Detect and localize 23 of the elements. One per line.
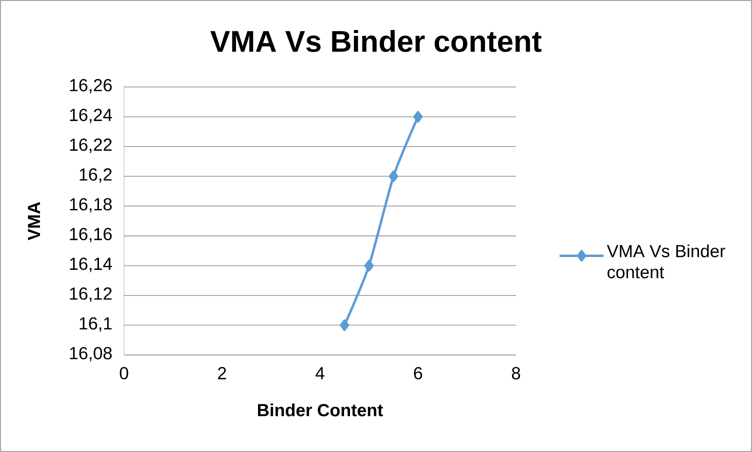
point: [364, 260, 374, 272]
legend-label: VMA Vs Binder content: [606, 244, 726, 278]
x-tick-label: 0: [120, 366, 128, 380]
x-tick-label: 8: [512, 366, 520, 380]
x-tick-label: 6: [414, 366, 422, 380]
y-tick-label: 16,1: [80, 317, 112, 332]
x-axis-title: Binder Content: [258, 403, 383, 416]
x-tick-label: 4: [316, 367, 324, 380]
x-tick-label: 2: [218, 366, 226, 380]
y-tick-label: 16,22: [70, 138, 112, 153]
y-tick-label: 16,2: [80, 168, 112, 183]
y-tick-label: 16,18: [70, 198, 112, 213]
point: [340, 319, 350, 332]
y-tick-label: 16,16: [70, 228, 112, 242]
y-axis-title: VMA: [28, 202, 40, 240]
point: [413, 110, 423, 123]
y-tick-label: 16,12: [70, 287, 112, 302]
y-tick-label: 16,14: [70, 258, 112, 272]
y-tick-label: 16,24: [70, 108, 112, 124]
y-tick-label: 16,08: [70, 346, 112, 362]
chart-title: VMA Vs Binder content: [210, 30, 542, 52]
point: [388, 170, 398, 182]
y-tick-label: 16,26: [70, 78, 112, 94]
